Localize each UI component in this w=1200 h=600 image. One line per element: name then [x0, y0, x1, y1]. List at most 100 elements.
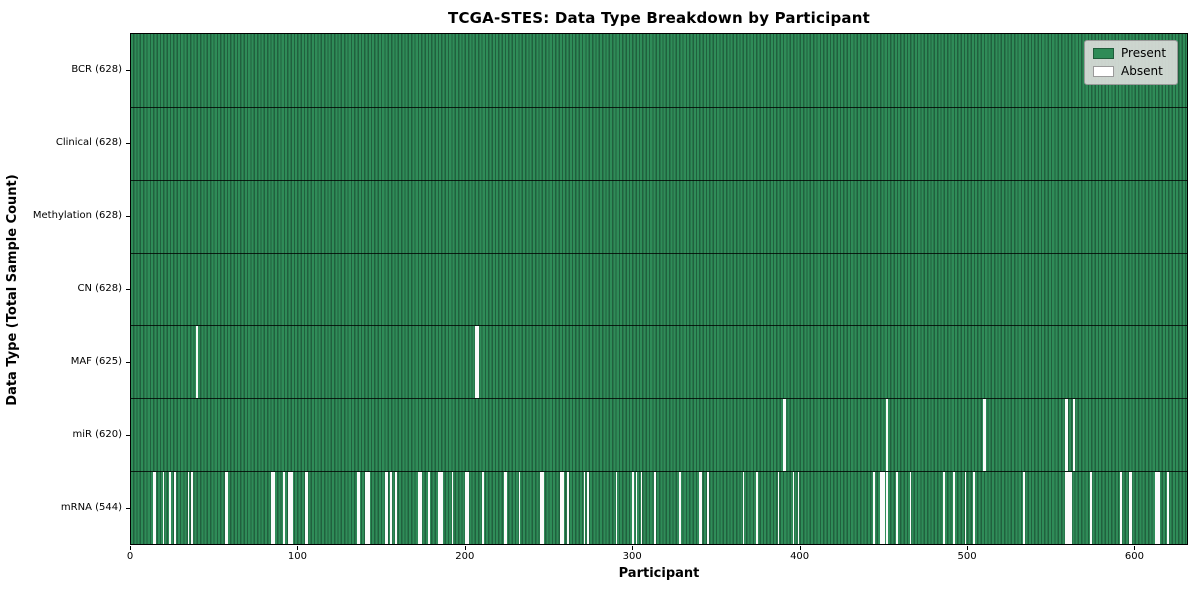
absent-stripe: [356, 472, 359, 544]
absent-stripe: [1128, 472, 1131, 544]
absent-stripe: [953, 472, 955, 544]
y-tick-label-mrna: mRNA (544): [60, 502, 122, 514]
absent-stripe: [306, 472, 309, 544]
y-tick-label-mir: miR (620): [72, 429, 122, 441]
y-tick-label-cn: CN (628): [77, 283, 122, 294]
x-axis-label: Participant: [618, 566, 700, 581]
absent-stripe: [441, 472, 444, 544]
x-tick-label-400: 400: [790, 551, 810, 562]
x-tick-mark: [297, 546, 299, 550]
absent-stripe: [451, 472, 454, 544]
absent-stripe: [784, 399, 786, 472]
absent-stripe: [187, 472, 190, 544]
row-methylation: [131, 179, 1187, 253]
absent-stripe: [481, 472, 484, 544]
absent-stripe: [428, 472, 431, 544]
legend-entry-absent: Absent: [1093, 65, 1169, 78]
absent-stripe: [583, 472, 586, 544]
x-tick-mark: [632, 546, 634, 550]
absent-stripe: [384, 472, 387, 544]
row-maf: [131, 325, 1187, 399]
absent-stripe: [615, 472, 618, 544]
absent-stripe: [886, 399, 888, 472]
legend-entry-present: Present: [1093, 47, 1169, 60]
absent-stripe: [587, 472, 589, 544]
absent-stripe: [1090, 472, 1092, 544]
absent-stripe: [162, 472, 165, 544]
absent-stripe: [420, 472, 422, 544]
y-tick-mark: [126, 362, 130, 364]
y-tick-mark: [126, 508, 130, 510]
absent-stripe: [983, 399, 985, 472]
absent-stripe: [191, 472, 193, 544]
absent-stripe: [465, 472, 467, 544]
absent-stripe: [886, 472, 888, 544]
absent-stripe: [943, 472, 945, 544]
row-cn: [131, 252, 1187, 326]
absent-stripe: [283, 472, 285, 544]
absent-stripe: [635, 472, 638, 544]
x-tick-label-200: 200: [455, 551, 475, 562]
absent-stripe: [1066, 472, 1069, 544]
chart-title: TCGA-STES: Data Type Breakdown by Partic…: [448, 9, 870, 27]
plot-area: [130, 33, 1188, 545]
absent-stripe: [1073, 399, 1076, 472]
absent-swatch-icon: [1093, 66, 1114, 77]
absent-stripe: [196, 326, 198, 399]
absent-stripe: [466, 472, 469, 544]
absent-stripe: [872, 472, 875, 544]
absent-stripe: [964, 472, 967, 544]
absent-stripe: [226, 472, 228, 544]
absent-stripe: [1066, 399, 1069, 472]
absent-stripe: [1158, 472, 1161, 544]
present-swatch-icon: [1093, 48, 1114, 59]
absent-stripe: [699, 472, 701, 544]
absent-stripe: [1070, 472, 1072, 544]
x-tick-label-300: 300: [622, 551, 642, 562]
absent-stripe: [358, 472, 360, 544]
absent-stripe: [542, 472, 544, 544]
y-tick-mark: [126, 215, 130, 217]
row-mrna: [131, 471, 1187, 544]
absent-stripe: [881, 472, 883, 544]
absent-stripe: [366, 472, 369, 544]
absent-stripe: [909, 472, 912, 544]
absent-stripe: [640, 472, 643, 544]
absent-stripe: [679, 472, 681, 544]
absent-stripe: [273, 472, 275, 544]
row-clinical: [131, 106, 1187, 180]
absent-stripe: [1166, 472, 1169, 544]
absent-stripe: [1155, 472, 1157, 544]
absent-stripe: [632, 472, 634, 544]
absent-stripe: [440, 472, 442, 544]
absent-stripe: [418, 472, 421, 544]
absent-stripe: [984, 399, 987, 472]
legend-label-present: Present: [1121, 46, 1167, 60]
absent-stripe: [438, 472, 441, 544]
absent-stripe: [505, 472, 507, 544]
absent-stripe: [154, 472, 157, 544]
absent-stripe: [707, 472, 710, 544]
absent-stripe: [304, 472, 307, 544]
absent-stripe: [896, 472, 898, 544]
absent-stripe: [755, 472, 758, 544]
absent-stripe: [1065, 472, 1067, 544]
y-tick-label-maf: MAF (625): [70, 356, 122, 368]
x-tick-label-100: 100: [287, 551, 307, 562]
absent-stripe: [653, 472, 656, 544]
x-tick-label-600: 600: [1124, 551, 1144, 562]
absent-stripe: [395, 472, 397, 544]
absent-stripe: [224, 472, 227, 544]
absent-stripe: [879, 472, 882, 544]
absent-stripe: [152, 472, 155, 544]
row-bcr: [131, 34, 1187, 107]
legend: Present Absent: [1084, 40, 1178, 85]
absent-stripe: [1065, 399, 1067, 472]
absent-stripe: [174, 472, 177, 544]
absent-stripe: [782, 399, 785, 472]
absent-stripe: [386, 472, 389, 544]
absent-stripe: [475, 326, 477, 399]
absent-stripe: [777, 472, 780, 544]
absent-stripe: [364, 472, 367, 544]
y-tick-mark: [126, 142, 130, 144]
